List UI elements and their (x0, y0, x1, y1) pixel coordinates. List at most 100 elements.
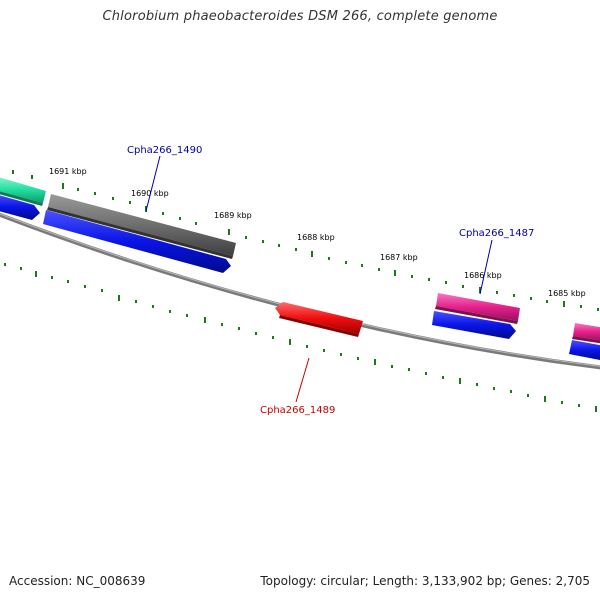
tick-mark (31, 175, 33, 179)
tick-mark (391, 365, 393, 368)
tick-mark (459, 378, 461, 384)
tick-mark (425, 372, 427, 375)
tick-mark (578, 404, 580, 407)
ruler-labels: 1691 kbp 1690 kbp 1689 kbp 1688 kbp 1687… (49, 167, 586, 298)
label-leader-cpha266-1490 (145, 155, 161, 212)
tick-mark (77, 188, 79, 191)
tick-mark (563, 301, 565, 307)
tick-mark (328, 257, 330, 260)
cds-features (0, 194, 600, 361)
tick-mark (527, 394, 529, 397)
ruler-label: 1691 kbp (49, 167, 87, 176)
ruler-label: 1690 kbp (131, 189, 169, 198)
outer-ruler-ticks (12, 170, 599, 311)
tick-mark (378, 268, 380, 271)
tick-mark (94, 192, 96, 195)
tick-mark (295, 248, 297, 251)
tick-mark (51, 276, 53, 279)
tick-mark (195, 222, 197, 225)
gene-feature-shadow (47, 207, 233, 259)
tick-mark (278, 244, 280, 247)
ruler-label: 1688 kbp (297, 233, 335, 242)
tick-mark (408, 368, 410, 371)
tick-mark (221, 323, 223, 326)
tick-mark (544, 396, 546, 402)
inner-ruler-ticks (4, 263, 597, 412)
gene-label-cpha266-1489[interactable]: Cpha266_1489 (260, 405, 335, 416)
tick-mark (530, 297, 532, 300)
tick-mark (101, 289, 103, 292)
tick-mark (510, 390, 512, 393)
tick-mark (152, 305, 154, 308)
tick-mark (340, 353, 342, 356)
gene-feature-cpha266-1487[interactable] (436, 293, 520, 321)
tick-mark (20, 267, 22, 270)
gene-feature-teal-shadow (0, 191, 43, 206)
tick-mark (67, 280, 69, 283)
tick-mark (476, 383, 478, 386)
tick-mark (361, 264, 363, 267)
gene-feature-teal[interactable] (0, 176, 46, 203)
tick-mark (4, 263, 6, 266)
tick-mark (186, 314, 188, 317)
tick-mark (118, 295, 120, 301)
tick-mark (255, 332, 257, 335)
gene-feature-cpha266-1489[interactable] (275, 302, 363, 334)
tick-mark (262, 240, 264, 243)
map-title: Chlorobium phaeobacteroides DSM 266, com… (102, 9, 498, 24)
cds-feature[interactable] (43, 210, 231, 273)
accession-label: Accession: NC_008639 (9, 574, 146, 588)
tick-mark (357, 357, 359, 360)
tick-mark (62, 183, 64, 189)
tick-mark (561, 401, 563, 404)
cds-feature[interactable] (569, 340, 600, 361)
tick-mark (493, 387, 495, 390)
tick-mark (311, 251, 313, 257)
tick-mark (289, 339, 291, 345)
tick-mark (204, 317, 206, 323)
tick-mark (35, 271, 37, 277)
ruler-label: 1689 kbp (214, 211, 252, 220)
gene-feature-shadow (279, 315, 359, 337)
cds-feature[interactable] (432, 311, 516, 339)
tick-mark (135, 300, 137, 303)
ruler-label: 1686 kbp (464, 271, 502, 280)
gene-feature-cpha266-1490[interactable] (48, 194, 236, 256)
tick-mark (162, 212, 164, 215)
tick-mark (179, 217, 181, 220)
tick-mark (272, 336, 274, 339)
tick-mark (169, 310, 171, 313)
tick-mark (479, 287, 481, 293)
tick-mark (428, 278, 430, 281)
tick-mark (129, 201, 131, 204)
tick-mark (112, 197, 114, 200)
label-leader-cpha266-1487 (479, 239, 493, 295)
tick-mark (238, 327, 240, 330)
genome-summary: Topology: circular; Length: 3,133,902 bp… (260, 574, 590, 588)
gene-label-cpha266-1490[interactable]: Cpha266_1490 (127, 145, 202, 156)
tick-mark (513, 294, 515, 297)
gene-feature-shadow (435, 306, 518, 324)
tick-mark (228, 229, 230, 235)
tick-mark (323, 349, 325, 352)
tick-mark (445, 281, 447, 284)
tick-mark (345, 261, 347, 264)
tick-mark (374, 359, 376, 365)
tick-mark (580, 305, 582, 308)
gene-feature-magenta-edge[interactable] (573, 323, 600, 341)
tick-mark (394, 270, 396, 276)
tick-mark (462, 285, 464, 288)
tick-mark (546, 300, 548, 303)
tick-mark (411, 275, 413, 278)
tick-mark (245, 236, 247, 239)
cds-feature[interactable] (0, 194, 40, 220)
tick-mark (442, 376, 444, 379)
gene-feature-shadow (572, 336, 600, 344)
ruler-label: 1685 kbp (548, 289, 586, 298)
tick-mark (84, 285, 86, 288)
tick-mark (12, 170, 14, 174)
tick-mark (597, 308, 599, 311)
gene-features (0, 176, 600, 344)
gene-label-cpha266-1487[interactable]: Cpha266_1487 (459, 228, 534, 239)
